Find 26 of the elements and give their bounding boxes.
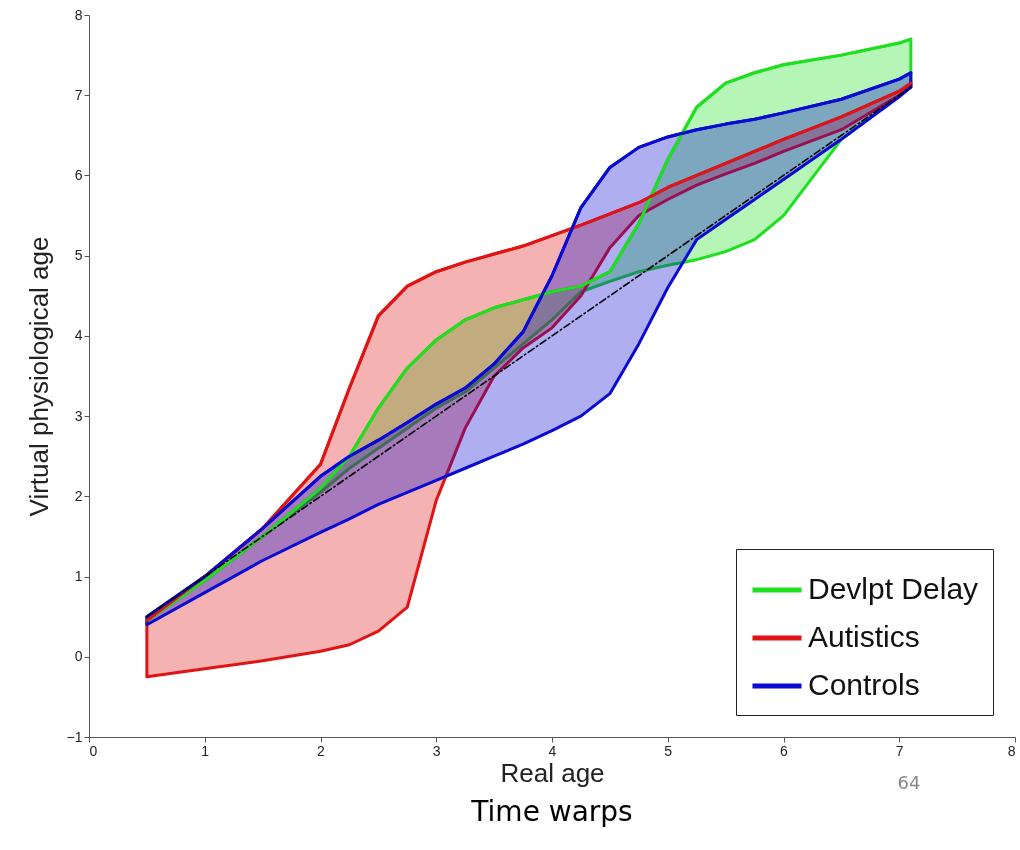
y-tick-label: 3 (74, 407, 83, 424)
x-tick-label: 6 (780, 742, 789, 759)
x-tick-label: 7 (895, 742, 904, 759)
text: Time warps (470, 795, 633, 828)
x-axis-title: Real age (500, 757, 605, 788)
y-tick-label: 5 (74, 247, 83, 264)
y-tick-label: 6 (74, 166, 83, 183)
x-tick-label: 8 (1007, 742, 1016, 759)
y-tick-label: 2 (74, 487, 83, 504)
x-tick-label: 5 (664, 742, 673, 759)
y-tick-label: 7 (74, 86, 83, 103)
y-tick-label: 8 (74, 6, 83, 23)
x-tick-label: 4 (548, 742, 557, 759)
y-tick-label: 0 (74, 648, 83, 665)
x-tick-label: 1 (201, 742, 210, 759)
legend-label: Autistics (808, 620, 920, 653)
y-tick-label: 1 (74, 568, 83, 585)
text: 64 (897, 772, 921, 793)
y-tick-label: −1 (66, 728, 83, 745)
legend-label: Controls (808, 668, 920, 701)
x-tick-label: 0 (89, 742, 98, 759)
y-axis-title: Virtual physiological age (23, 236, 54, 517)
x-tick-label: 3 (432, 742, 441, 759)
y-tick-label: 4 (74, 327, 83, 344)
x-tick-label: 2 (317, 742, 326, 759)
legend-label: Devlpt Delay (808, 572, 979, 605)
